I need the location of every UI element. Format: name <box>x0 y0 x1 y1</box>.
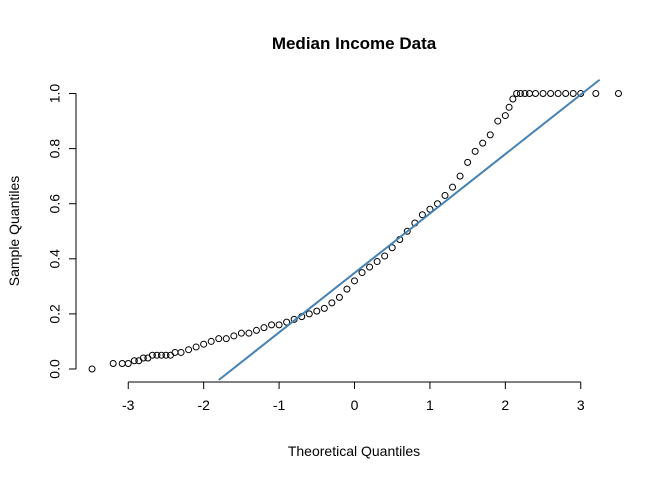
data-point <box>305 310 313 318</box>
x-tick-label: 0 <box>351 397 359 413</box>
data-point <box>313 307 321 315</box>
data-point <box>162 351 170 359</box>
data-point <box>479 139 487 147</box>
data-point <box>403 227 411 235</box>
data-point <box>525 90 533 98</box>
x-tick-label: 3 <box>577 397 585 413</box>
axes: -3 -2 -1 0 1 2 3 0.0 0.2 0.4 0.6 0.8 1.0 <box>47 84 585 413</box>
data-point <box>153 351 161 359</box>
data-point <box>521 90 529 98</box>
data-point <box>381 252 389 260</box>
data-point <box>335 293 343 301</box>
data-points <box>88 90 622 373</box>
data-point <box>547 90 555 98</box>
data-point <box>449 183 457 191</box>
data-point <box>157 351 165 359</box>
data-point <box>139 354 147 362</box>
data-point <box>275 321 283 329</box>
y-tick-label: 0.2 <box>47 304 63 324</box>
data-point <box>441 191 449 199</box>
data-point <box>230 332 238 340</box>
data-point <box>569 90 577 98</box>
data-point <box>171 348 179 356</box>
data-point <box>614 90 622 98</box>
x-axis-label: Theoretical Quantiles <box>288 443 420 459</box>
data-point <box>237 329 245 337</box>
data-point <box>532 90 539 98</box>
data-point <box>109 359 117 367</box>
data-point <box>388 244 396 252</box>
data-point <box>328 299 336 307</box>
data-point <box>192 343 200 351</box>
data-point <box>185 346 193 354</box>
data-point <box>351 277 358 285</box>
data-point <box>426 205 434 213</box>
data-point <box>471 147 479 155</box>
chart-title: Median Income Data <box>272 34 437 53</box>
data-point <box>222 335 230 343</box>
data-point <box>177 348 185 356</box>
x-tick-label: 1 <box>426 397 434 413</box>
data-point <box>366 263 374 271</box>
data-point <box>252 326 260 334</box>
data-point <box>320 304 328 312</box>
qq-line <box>218 78 601 381</box>
data-point <box>373 258 381 266</box>
data-point <box>513 90 521 98</box>
data-point <box>516 90 524 98</box>
data-point <box>268 321 276 329</box>
data-point <box>501 112 509 120</box>
data-point <box>539 90 547 98</box>
x-tick-label: -1 <box>273 397 286 413</box>
data-point <box>577 90 585 98</box>
data-point <box>509 95 517 103</box>
data-point <box>148 351 156 359</box>
data-point <box>124 359 132 367</box>
data-point <box>118 359 126 367</box>
data-point <box>486 131 494 139</box>
data-point <box>283 318 291 326</box>
y-tick-label: 0.4 <box>47 249 63 269</box>
data-point <box>494 117 502 125</box>
y-axis-label: Sample Quantiles <box>6 176 22 287</box>
data-point <box>245 329 253 337</box>
data-point <box>505 103 513 111</box>
y-tick-label: 0.8 <box>47 139 63 159</box>
data-point <box>464 158 472 166</box>
data-point <box>260 324 268 332</box>
data-point <box>88 365 96 373</box>
data-point <box>215 335 223 343</box>
y-tick-label: 1.0 <box>47 84 63 104</box>
data-point <box>130 357 138 365</box>
x-tick-label: 2 <box>501 397 509 413</box>
data-point <box>343 285 351 293</box>
data-point <box>592 90 600 98</box>
data-point <box>358 269 366 277</box>
data-point <box>456 172 464 180</box>
x-tick-label: -3 <box>122 397 135 413</box>
y-tick-label: 0.6 <box>47 194 63 214</box>
data-point <box>200 340 208 348</box>
data-point <box>554 90 562 98</box>
y-tick-label: 0.0 <box>47 359 63 379</box>
data-point <box>207 337 215 345</box>
data-point <box>562 90 570 98</box>
x-tick-label: -2 <box>197 397 210 413</box>
data-point <box>418 211 426 219</box>
qq-reference-line <box>218 78 601 381</box>
